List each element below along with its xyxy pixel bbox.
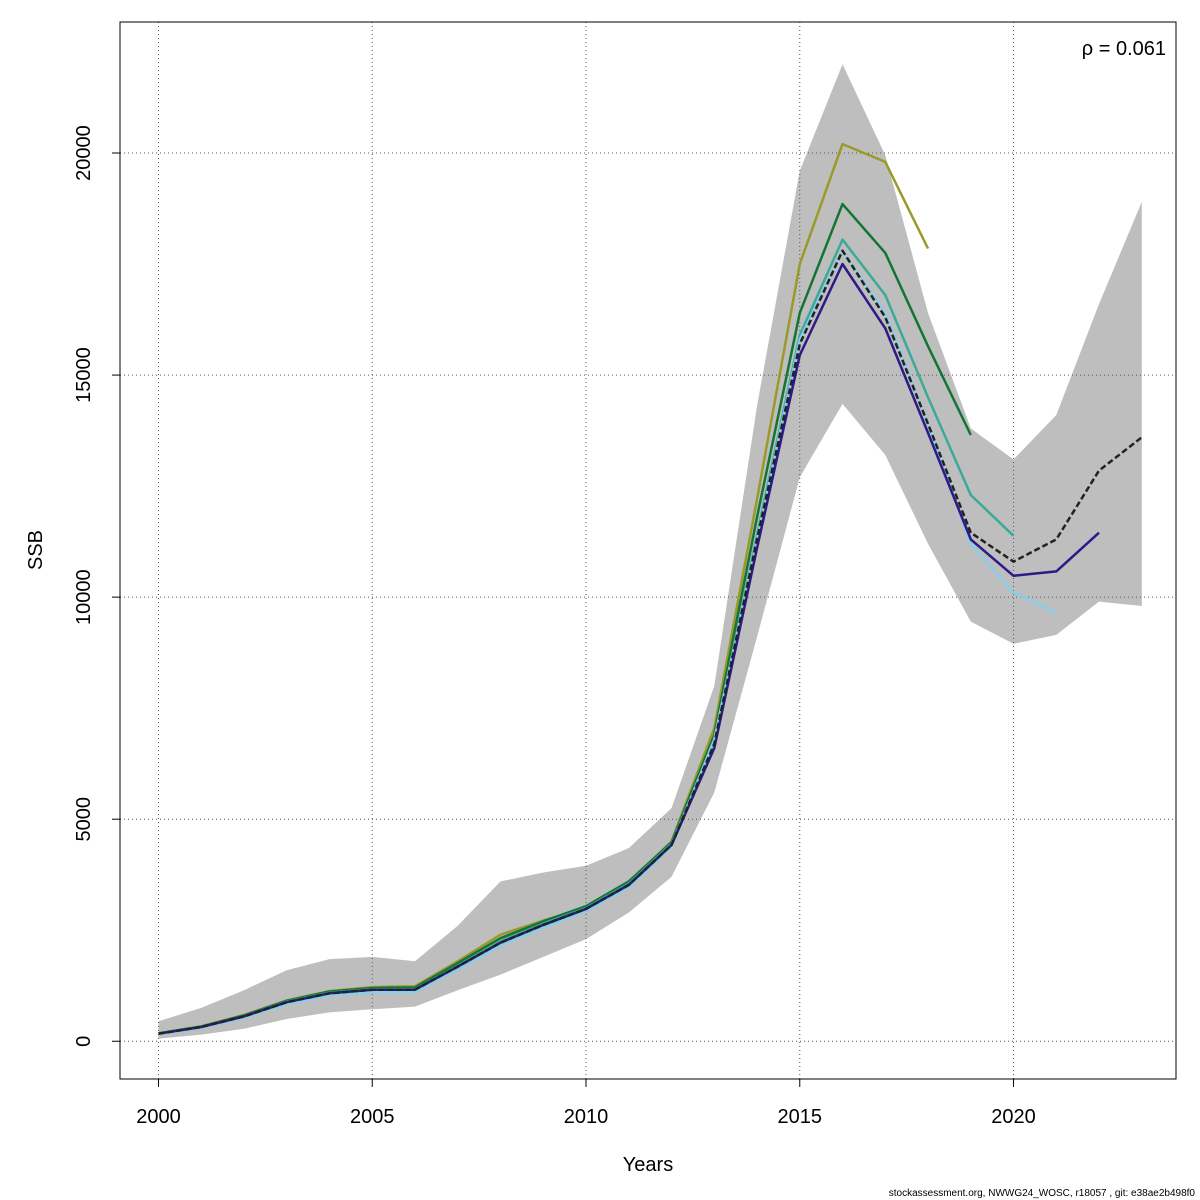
series-line <box>158 249 1143 1035</box>
y-tick-label: 0 <box>73 1036 95 1047</box>
grid-layer <box>120 22 1176 1079</box>
footer-credit: stockassessment.org, NWWG24_WOSC, r18057… <box>889 1188 1196 1199</box>
rho-annotation: ρ = 0.061 <box>1082 38 1166 60</box>
x-tick-label: 2020 <box>991 1106 1036 1128</box>
y-tick-label: 15000 <box>73 347 95 403</box>
y-axis-title: SSB <box>25 530 47 570</box>
x-tick-label: 2010 <box>564 1106 609 1128</box>
y-tick-label: 10000 <box>73 569 95 625</box>
confidence-band-layer <box>158 64 1142 1039</box>
series-line <box>158 262 1100 1035</box>
x-tick-label: 2000 <box>136 1106 181 1128</box>
y-tick-label: 5000 <box>73 797 95 842</box>
series-layer <box>158 142 1143 1036</box>
x-tick-label: 2005 <box>350 1106 395 1128</box>
axis-layer: 2000 2005 2010 2015 2020 0 5000 10000 15000 20000 <box>73 125 1036 1128</box>
x-tick-label: 2015 <box>778 1106 823 1128</box>
plot-frame <box>119 21 1177 1080</box>
x-axis-title: Years <box>623 1154 673 1176</box>
y-tick-label: 20000 <box>73 125 95 181</box>
confidence-band <box>158 64 1142 1039</box>
